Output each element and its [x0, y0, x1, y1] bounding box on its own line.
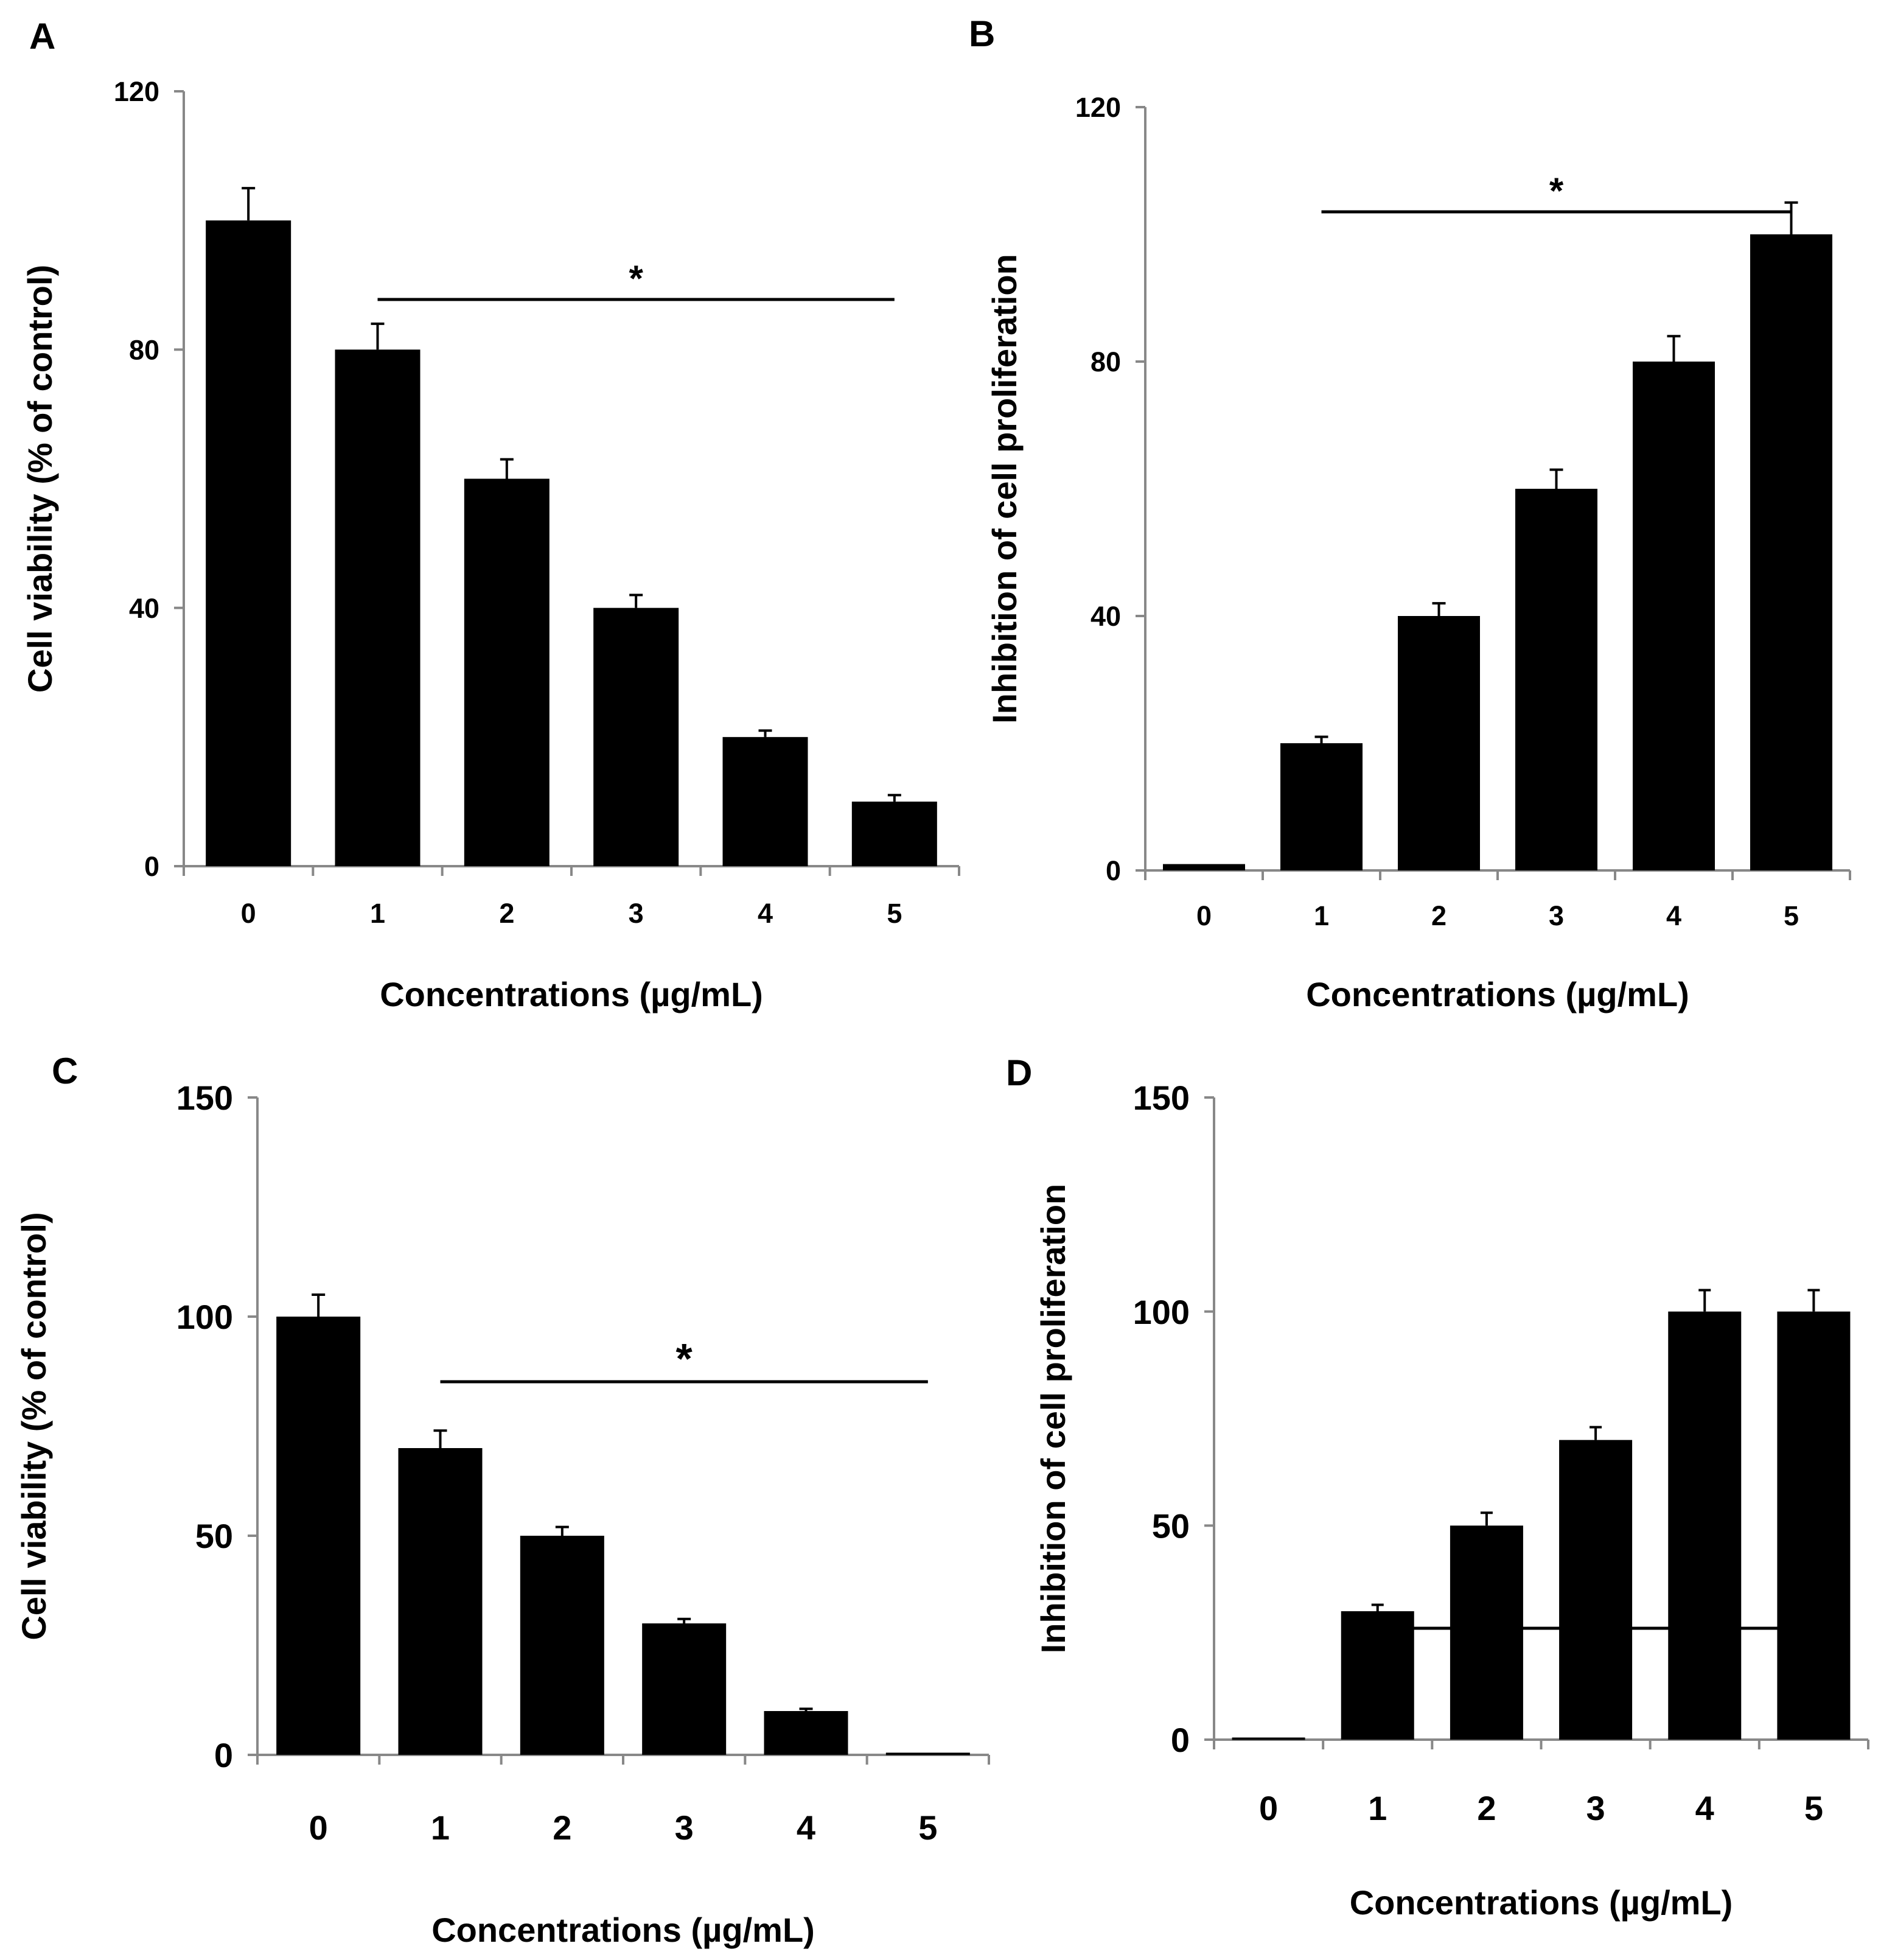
x-tick-label-0: 0 — [1259, 1789, 1278, 1827]
bar-3 — [593, 607, 679, 866]
y-axis-title: Cell viability (% of control) — [21, 265, 59, 693]
x-tick-label-0: 0 — [309, 1808, 328, 1847]
y-tick-label: 0 — [144, 851, 159, 882]
bar-4 — [764, 1711, 848, 1755]
x-tick-label-1: 1 — [431, 1808, 450, 1847]
y-tick-label: 100 — [1133, 1293, 1190, 1331]
bar-4 — [1633, 362, 1715, 870]
x-axis-title: Concentrations (µg/mL) — [1350, 1883, 1733, 1922]
bar-0 — [1232, 1737, 1305, 1740]
x-tick-label-3: 3 — [675, 1808, 694, 1847]
x-tick-label-4: 4 — [758, 898, 773, 929]
chart-panel-b: B 0 40 80 120 0 1 2 3 4 5 * Concentrations (µg/mL) In… — [969, 13, 1851, 1013]
x-tick-label-5: 5 — [1804, 1789, 1823, 1827]
x-tick-label-3: 3 — [1586, 1789, 1605, 1827]
x-axis-title: Concentrations (µg/mL) — [1306, 975, 1689, 1013]
bar-3 — [1559, 1440, 1633, 1740]
x-tick-label-5: 5 — [1784, 900, 1799, 931]
y-axis-title: Inhibition of cell proliferation — [985, 254, 1024, 724]
bar-3 — [1515, 489, 1597, 870]
bar-5 — [851, 801, 937, 866]
x-tick-label-5: 5 — [887, 898, 902, 929]
y-axis-title: Cell viability (% of control) — [15, 1212, 53, 1640]
panel-label: D — [1006, 1052, 1032, 1093]
significance-marker: * — [629, 258, 643, 299]
panel-label: A — [29, 16, 55, 57]
y-tick-label: 120 — [114, 76, 159, 107]
chart-panel-c: C 0 50 100 150 0 1 2 3 4 5 * Concentrations (µg/mL) C… — [15, 1051, 990, 1949]
y-tick-label: 80 — [129, 335, 159, 366]
y-tick-label: 0 — [1106, 855, 1121, 886]
x-axis-title: Concentrations (µg/mL) — [431, 1911, 815, 1949]
bar-2 — [1450, 1525, 1523, 1740]
y-tick-label: 80 — [1091, 346, 1121, 377]
bar-4 — [722, 737, 808, 866]
y-tick-label: 40 — [129, 593, 159, 624]
x-tick-label-3: 3 — [629, 898, 644, 929]
x-tick-label-4: 4 — [1695, 1789, 1714, 1827]
x-tick-label-1: 1 — [370, 898, 385, 929]
y-tick-label: 150 — [176, 1079, 233, 1117]
chart-panel-a: A 0 40 80 120 0 1 2 3 4 5 * Concentrations (µg/mL) Ce… — [21, 16, 960, 1013]
bar-0 — [206, 220, 291, 867]
significance-marker: * — [676, 1335, 693, 1382]
chart-panel-d: D 0 50 100 150 0 1 2 3 4 5 * Concentrations (µg/mL) I… — [1006, 1052, 1869, 1922]
x-axis-title: Concentrations (µg/mL) — [380, 975, 763, 1013]
bar-0 — [1163, 864, 1245, 870]
x-tick-label-4: 4 — [1666, 900, 1681, 931]
y-tick-label: 0 — [214, 1736, 233, 1774]
bar-5 — [1750, 234, 1832, 870]
panel-label: C — [52, 1051, 78, 1091]
y-tick-label: 50 — [1152, 1507, 1190, 1545]
significance-marker: * — [1588, 1587, 1603, 1628]
y-axis-title: Inhibition of cell proliferation — [1034, 1184, 1072, 1654]
bar-4 — [1668, 1311, 1742, 1740]
x-tick-label-1: 1 — [1314, 900, 1329, 931]
bar-2 — [520, 1536, 604, 1755]
significance-marker: * — [1549, 170, 1564, 211]
x-tick-label-2: 2 — [1431, 900, 1447, 931]
y-tick-label: 100 — [176, 1298, 233, 1336]
y-tick-label: 0 — [1171, 1721, 1190, 1759]
x-tick-label-4: 4 — [797, 1808, 815, 1847]
x-tick-label-3: 3 — [1549, 900, 1564, 931]
bar-1 — [1280, 743, 1363, 870]
x-tick-label-2: 2 — [499, 898, 514, 929]
x-tick-label-1: 1 — [1368, 1789, 1387, 1827]
bar-5 — [885, 1752, 970, 1755]
bar-3 — [642, 1623, 727, 1755]
y-tick-label: 150 — [1133, 1079, 1190, 1117]
y-tick-label: 120 — [1075, 92, 1121, 123]
bar-0 — [276, 1317, 361, 1755]
x-tick-label-5: 5 — [918, 1808, 937, 1847]
x-tick-label-0: 0 — [241, 898, 256, 929]
bar-1 — [335, 349, 421, 866]
panel-label: B — [969, 13, 995, 54]
bar-5 — [1777, 1311, 1851, 1740]
x-tick-label-2: 2 — [553, 1808, 571, 1847]
bar-1 — [1341, 1611, 1414, 1740]
x-tick-label-2: 2 — [1477, 1789, 1496, 1827]
x-tick-label-0: 0 — [1196, 900, 1212, 931]
y-tick-label: 50 — [195, 1517, 233, 1555]
bar-2 — [464, 478, 550, 866]
bar-2 — [1398, 616, 1480, 870]
y-tick-label: 40 — [1091, 601, 1121, 632]
bar-1 — [398, 1448, 483, 1755]
